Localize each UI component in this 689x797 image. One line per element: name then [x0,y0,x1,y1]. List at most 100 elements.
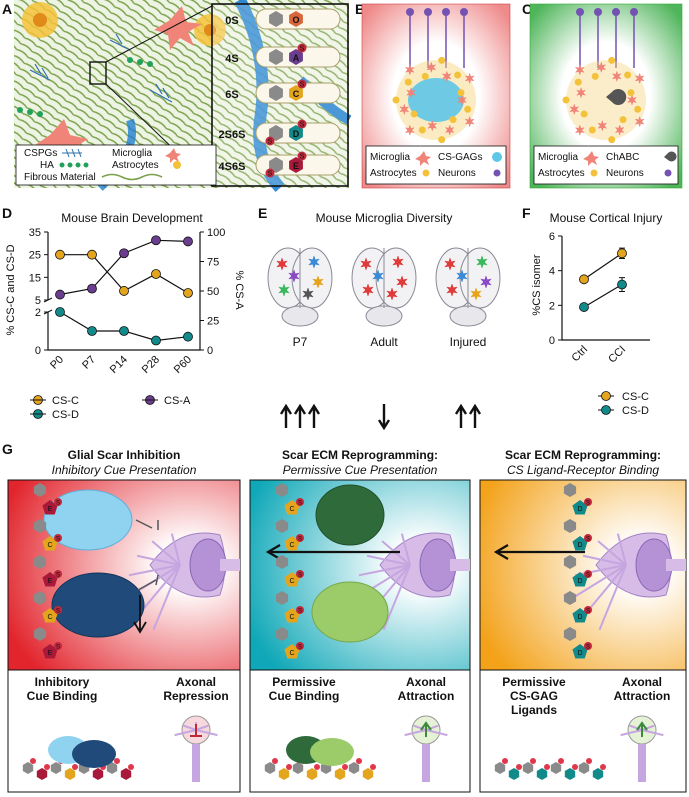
sulfate-group [54,498,62,506]
data-point-cs-c [151,269,161,279]
panel-c-legend [533,145,679,185]
sulfate-label: S [298,609,302,615]
column-title: Glial Scar Inhibition [68,448,181,462]
sugar-unit [42,608,58,623]
mini-sugar [36,768,48,780]
neuron-soma [424,8,432,16]
x-tick-label: P28 [140,354,162,376]
sugar-unit [42,536,58,551]
data-point-cs-a [55,289,65,300]
data-point-cs-d [579,302,589,312]
isomer-row: 6S CS [225,79,341,104]
legend-chabc: ChABC [606,152,639,163]
filopodium [597,540,627,566]
sulfate-label: S [298,501,302,507]
scar-column-3: Scar ECM Reprogramming:CS Ligand-Recepto… [479,448,687,793]
sugar-label: D [577,650,582,657]
isomer-row: 0S O [225,8,341,30]
hexose-unit [269,125,283,141]
mini-sugar [578,762,590,774]
filopodium [151,540,181,566]
microglia-cell [464,115,475,128]
legend-label-csc: CS-C [52,395,79,407]
mini-sugar [106,762,118,774]
sulfate-group [297,119,307,129]
brain-group-label: Injured [450,335,487,349]
tick-label-left: 5 [35,295,41,307]
tick-label: 6 [549,231,555,243]
astrocyte-cell [418,126,426,134]
mini-sugar [508,768,520,780]
microglia-cell [574,63,585,76]
tick-label-right: 100 [207,227,225,239]
microglia-cell [392,255,404,269]
hexose-unit [33,555,47,569]
microglia-cell [276,257,288,271]
filopodium [582,554,627,566]
mini-sulfate [72,764,78,770]
sulfate-label: S [298,537,302,543]
mini-sugar [292,762,304,774]
mini-sugar [50,762,62,774]
astrocyte-cell [454,71,462,79]
column-subtitle: Inhibitory Cue Presentation [52,463,197,477]
neuron-soma [442,8,450,16]
mini-filopodium [641,729,664,737]
microglia-cell [386,287,398,301]
zoom-region [89,61,107,85]
hexose-unit [563,555,577,569]
isomer-code: O [292,15,299,25]
tick-label-right: 75 [207,257,219,269]
legend-astrocytes: Astrocytes [112,160,159,171]
neuron-soma [612,8,620,16]
sugar-unit [289,157,303,173]
data-point-cs-c [183,288,193,298]
legend-cspgs: CSPGs [24,148,57,159]
microglia-cell [426,61,437,74]
neuron-cell [630,8,638,68]
mini-filopodium [174,729,197,737]
sulfate-group [296,498,304,506]
fiber-icon [101,173,163,181]
microglia-cell [611,70,622,83]
mini-filopodium [641,724,655,731]
neuron-cell [576,8,584,68]
mini-sulfate [342,764,348,770]
sugar-label: C [289,614,294,621]
legend-neurons: Neurons [438,168,476,179]
hexose-unit [269,49,283,65]
sugar-label: C [47,614,52,621]
mini-cue-protein [310,738,354,766]
mechanism-label-right: Axonal [406,675,446,689]
microglia-cell [441,70,452,83]
sugar-label: D [577,506,582,513]
microglia-cell [302,287,314,301]
neuron-soma [594,8,602,16]
brain-p7: P7 [267,247,333,428]
microglia-cell [399,103,410,116]
hexose-unit [275,519,289,533]
legend-microglia: Microglia [538,152,578,163]
cs-gag-icon [492,152,502,162]
astrocyte-cell [22,2,58,38]
microglia-cell [614,124,625,136]
mini-sulfate [544,764,550,770]
sugar-unit [289,49,303,65]
brain-group-label: Adult [370,335,398,349]
microglia-cell [362,283,374,297]
sulfate-label: S [268,171,273,178]
legend-fibrous: Fibrous Material [24,172,96,183]
astrocyte-cell [421,72,429,80]
mini-sugar [522,762,534,774]
mini-sugar [564,768,576,780]
astrocyte-icon [173,161,181,169]
mini-sugar [64,768,76,780]
attraction-icon [636,721,648,737]
mini-filopodium [620,729,643,737]
chart-d-ylabel-right: % CS-A [233,270,245,310]
mini-sugar [592,768,604,780]
arrow-up [293,403,307,428]
filopodium [366,554,411,566]
mechanism-label-left: Permissive [272,675,336,689]
isomer-name: 4S6S [219,161,246,173]
